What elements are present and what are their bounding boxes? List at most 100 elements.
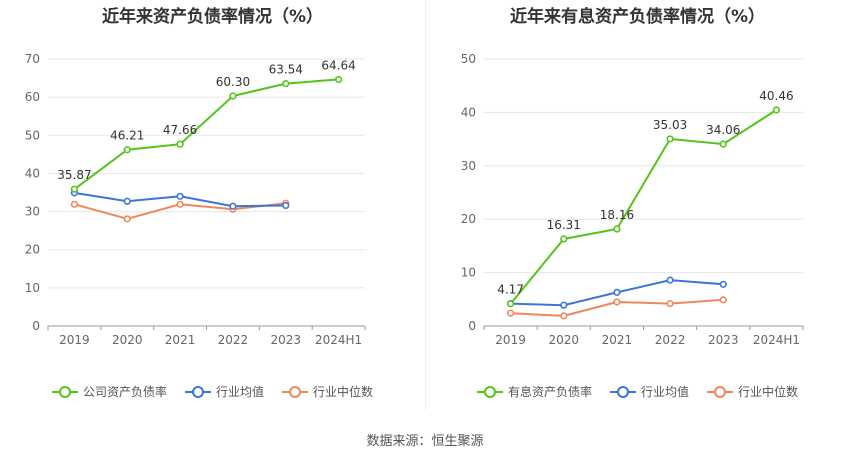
x-tick-label: 2019 [59, 333, 90, 347]
data-label: 4.17 [497, 283, 524, 297]
legend-swatch-dot [58, 385, 71, 398]
data-point [70, 200, 79, 208]
data-point [560, 312, 568, 320]
data-label: 60.30 [216, 75, 250, 89]
data-label: 35.87 [57, 168, 91, 182]
panel-divider [425, 0, 426, 410]
chart-legend: 有息资产负债率 行业均值 行业中位数 [425, 383, 850, 400]
data-point [334, 75, 343, 84]
series-line [509, 109, 777, 305]
data-point [506, 300, 515, 308]
data-point [123, 146, 131, 154]
x-tick-label: 2022 [218, 333, 249, 347]
legend-label: 行业均值 [215, 385, 264, 399]
x-tick-label: 2024H1 [315, 333, 362, 347]
data-point [123, 197, 131, 205]
series-line [73, 78, 339, 191]
y-tick-label: 20 [25, 243, 40, 257]
y-tick-label: 70 [25, 52, 40, 66]
legend-swatch-dot [483, 385, 496, 398]
x-tick-label: 2021 [165, 333, 196, 347]
x-tick-label: 2023 [708, 333, 739, 347]
data-point [613, 298, 621, 306]
data-point [666, 299, 674, 308]
y-tick-label: 10 [25, 281, 40, 295]
data-label: 47.66 [163, 123, 197, 137]
x-tick-label: 2022 [655, 333, 686, 347]
y-tick-label: 50 [461, 52, 476, 66]
legend-label: 行业中位数 [313, 385, 374, 399]
legend-swatch-dot [714, 385, 726, 398]
legend-label: 行业中位数 [738, 385, 799, 399]
legend-swatch-dot [289, 385, 301, 398]
legend-swatch [184, 385, 211, 398]
data-source: 数据来源：恒生聚源 [366, 434, 484, 449]
x-tick-label: 2023 [270, 333, 301, 347]
data-point [719, 280, 727, 288]
y-tick-label: 20 [461, 212, 476, 226]
y-tick-label: 50 [25, 128, 40, 142]
data-point [176, 200, 184, 208]
data-point [666, 276, 674, 284]
chart-title: 近年来有息资产负债率情况（%） [509, 7, 766, 27]
chart-title: 近年来资产负债率情况（%） [101, 7, 324, 27]
legend-swatch [707, 385, 733, 398]
data-point [506, 309, 515, 317]
data-point [772, 106, 781, 114]
legend-swatch-dot [616, 385, 629, 398]
legend-item[interactable]: 公司资产负债率 [51, 383, 167, 400]
x-tick-label: 2020 [548, 333, 579, 347]
legend-item[interactable]: 行业中位数 [707, 383, 798, 400]
x-tick-label: 2019 [495, 333, 526, 347]
chart-legend: 公司资产负债率 行业均值 行业中位数 [0, 383, 425, 400]
y-tick-label: 40 [25, 166, 40, 180]
y-tick-label: 0 [468, 319, 476, 333]
y-tick-label: 30 [25, 205, 40, 219]
data-point [613, 225, 621, 233]
data-label: 40.46 [759, 89, 793, 103]
data-label: 18.16 [600, 208, 634, 222]
data-point [560, 301, 568, 309]
data-point [719, 296, 727, 304]
legend-item[interactable]: 行业均值 [609, 383, 689, 400]
data-label: 64.64 [321, 58, 355, 72]
x-tick-label: 2020 [112, 333, 143, 347]
chart-panel-debt-ratio: 近年来资产负债率情况（%） 0 10 20 30 40 50 60 70 2019 2020 202… [0, 0, 425, 420]
data-point [229, 202, 237, 210]
legend-label: 有息资产负债率 [507, 385, 592, 399]
y-tick-label: 60 [25, 90, 40, 104]
legend-item[interactable]: 行业中位数 [282, 383, 373, 400]
legend-swatch [609, 385, 636, 398]
legend-swatch [476, 385, 503, 398]
data-label: 34.06 [706, 123, 740, 137]
data-point [560, 235, 568, 243]
chart-panel-interest-debt-ratio: 近年来有息资产负债率情况（%） 0 10 20 30 40 50 2019 2020 2021 2… [425, 0, 850, 420]
data-point [666, 135, 674, 143]
chart-plot: 0 10 20 30 40 50 2019 2020 2021 2022 2023 2024H1 4.1… [461, 52, 804, 347]
data-label: 46.21 [110, 129, 144, 143]
x-tick-label: 2024H1 [753, 333, 800, 347]
y-tick-label: 40 [461, 105, 476, 119]
data-point [176, 140, 184, 148]
legend-swatch [282, 385, 308, 398]
data-point [229, 92, 237, 100]
data-label: 16.31 [547, 218, 581, 232]
data-point [613, 288, 621, 296]
legend-swatch [51, 385, 78, 398]
legend-swatch-dot [191, 385, 204, 398]
data-point [282, 80, 290, 88]
legend-item[interactable]: 有息资产负债率 [476, 383, 592, 400]
y-tick-label: 10 [461, 266, 476, 280]
data-point [176, 192, 184, 200]
data-point [123, 215, 131, 223]
y-tick-label: 0 [32, 319, 40, 333]
x-tick-label: 2021 [602, 333, 633, 347]
data-label: 63.54 [269, 63, 303, 77]
data-point [70, 185, 79, 193]
legend-label: 行业均值 [640, 385, 689, 399]
y-tick-label: 30 [461, 159, 476, 173]
data-point [282, 201, 290, 210]
legend-item[interactable]: 行业均值 [184, 383, 264, 400]
data-label: 35.03 [653, 118, 687, 132]
legend-label: 公司资产负债率 [82, 385, 167, 399]
